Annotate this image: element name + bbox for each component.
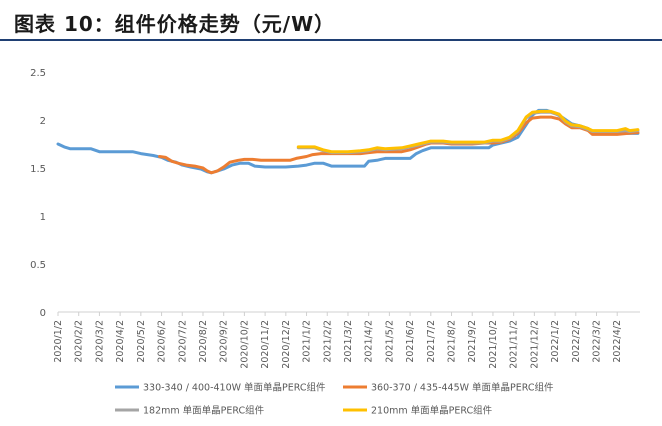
- x-tick-label: 2021/10/2: [488, 320, 499, 369]
- x-tick-label: 2020/9/2: [219, 320, 230, 363]
- x-tick-label: 2020/7/2: [177, 320, 188, 363]
- series-layer: [56, 108, 640, 175]
- x-tick-label: 2022/4/2: [612, 320, 623, 363]
- x-tick-label: 2021/2/2: [322, 320, 333, 363]
- series-line-4: [296, 109, 640, 154]
- series-line-2: [158, 115, 640, 175]
- x-tick-label: 2021/3/2: [343, 320, 354, 363]
- y-tick-label: 0: [40, 308, 46, 319]
- x-tick-label: 2020/11/2: [260, 320, 271, 369]
- x-tick-label: 2020/6/2: [157, 320, 168, 363]
- y-axis-ticks: 0 0.5 1 1.5 2 2.5: [30, 68, 46, 319]
- title-divider: [0, 39, 662, 41]
- x-tick-label: 2020/3/2: [94, 320, 105, 363]
- x-tick-label: 2020/1/2: [53, 320, 64, 363]
- x-tick-label: 2020/8/2: [198, 320, 209, 363]
- y-tick-label: 2.5: [30, 68, 46, 79]
- legend-label: 210mm 单面单晶PERC组件: [371, 405, 493, 417]
- x-tick-label: 2021/5/2: [384, 320, 395, 363]
- x-tick-label: 2020/2/2: [74, 320, 85, 363]
- x-tick-label: 2021/6/2: [405, 320, 416, 363]
- x-tick-label: 2022/2/2: [571, 320, 582, 363]
- x-tick-label: 2021/9/2: [467, 320, 478, 363]
- x-tick-label: 2021/4/2: [364, 320, 375, 363]
- x-tick-label: 2022/1/2: [550, 320, 561, 363]
- x-tick-label: 2020/12/2: [281, 320, 292, 369]
- x-tick-label: 2021/7/2: [426, 320, 437, 363]
- legend: 330-340 / 400-410W 单面单晶PERC组件 360-370 / 4…: [115, 382, 554, 417]
- figure-title: 图表 10：组件价格走势（元/W）: [14, 12, 336, 36]
- x-tick-label: 2021/8/2: [447, 320, 458, 363]
- y-tick-label: 0.5: [30, 260, 46, 271]
- x-tick-label: 2021/11/2: [509, 320, 520, 369]
- legend-label: 182mm 单面单晶PERC组件: [143, 405, 265, 417]
- x-tick-label: 2020/5/2: [136, 320, 147, 363]
- legend-label: 360-370 / 435-445W 单面单晶PERC组件: [371, 382, 554, 394]
- x-tick-label: 2020/4/2: [115, 320, 126, 363]
- x-tick-label: 2022/3/2: [592, 320, 603, 363]
- y-tick-label: 1: [40, 212, 46, 223]
- legend-label: 330-340 / 400-410W 单面单晶PERC组件: [143, 382, 326, 394]
- y-tick-label: 1.5: [30, 164, 46, 175]
- x-tick-label: 2021/1/2: [302, 320, 313, 363]
- series-line-1: [56, 108, 640, 175]
- x-axis-ticks: 2020/1/2 2020/2/2 2020/3/2 2020/4/2 2020/5/2…: [53, 312, 623, 369]
- x-tick-label: 2021/12/2: [529, 320, 540, 369]
- x-tick-label: 2020/10/2: [239, 320, 250, 369]
- y-tick-label: 2: [40, 116, 46, 127]
